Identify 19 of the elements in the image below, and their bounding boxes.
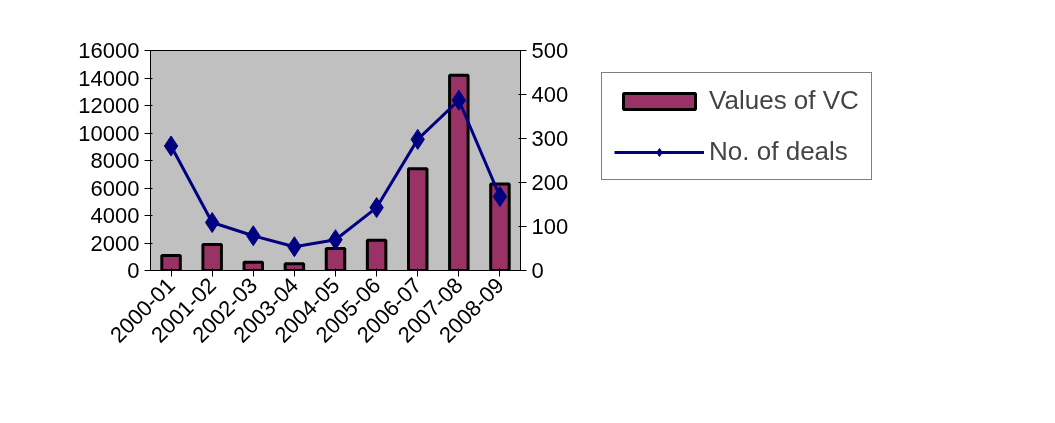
y2-tick-label: 500 — [531, 38, 569, 63]
y2-tick-label: 300 — [531, 126, 569, 151]
y-tick-label: 6000 — [90, 175, 140, 201]
y2-tick-label: 0 — [531, 258, 544, 283]
y2-tick-label: 200 — [531, 170, 569, 195]
y-tick-label: 14000 — [78, 65, 140, 91]
y2-tick-label: 400 — [531, 82, 569, 107]
y2-tick-label: 100 — [531, 214, 569, 239]
y-tick-label: 2000 — [90, 230, 140, 256]
y-tick-label: 16000 — [78, 38, 140, 63]
y-tick-label: 10000 — [78, 120, 140, 146]
y-tick-label: 0 — [127, 258, 140, 283]
legend-label: Values of VC — [709, 85, 859, 116]
legend-label: No. of deals — [709, 136, 848, 167]
y-tick-label: 4000 — [90, 203, 140, 228]
point — [163, 135, 179, 157]
point — [492, 186, 508, 208]
y-tick-label: 8000 — [90, 148, 140, 173]
y-tick-label: 12000 — [78, 93, 140, 118]
